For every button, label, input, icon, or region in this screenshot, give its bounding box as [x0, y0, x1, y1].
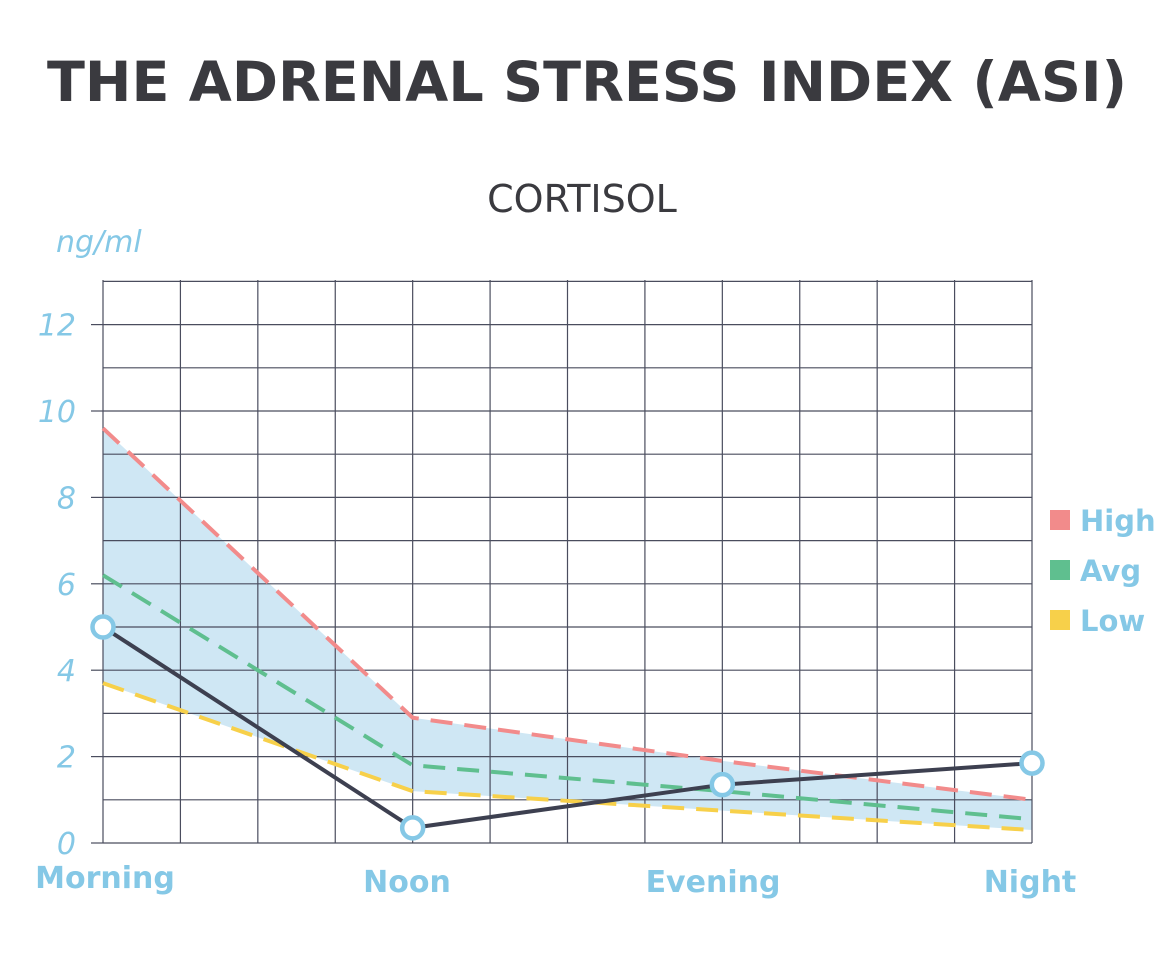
- series-line-measured: [101, 625, 1033, 830]
- legend-label-low: Low: [1080, 604, 1145, 638]
- y-tick-label: 10: [38, 395, 76, 430]
- y-tick-label: 8: [57, 481, 76, 516]
- chart-title: THE ADRENAL STRESS INDEX (ASI): [47, 50, 1127, 114]
- y-tick-label: 12: [38, 309, 76, 344]
- y-tick-label: 4: [57, 654, 76, 689]
- legend-swatch-avg: [1050, 560, 1070, 580]
- legend: High Avg Low: [1050, 504, 1156, 638]
- series-line-low: [102, 681, 1033, 833]
- data-markers: [90, 614, 1045, 841]
- series-lines: [101, 426, 1033, 833]
- y-axis-ticks: 0 2 4 6 8 10 12: [38, 309, 76, 862]
- data-point-marker: [1019, 750, 1045, 776]
- x-axis-ticks: Morning Noon Evening Night: [35, 861, 1076, 900]
- legend-swatch-high: [1050, 510, 1070, 530]
- x-tick-label-morning: Morning: [35, 861, 175, 896]
- y-axis-unit-label: ng/ml: [56, 225, 142, 260]
- legend-swatch-low: [1050, 610, 1070, 630]
- legend-label-avg: Avg: [1080, 554, 1141, 588]
- series-line-avg: [101, 573, 1033, 822]
- legend-label-high: High: [1080, 504, 1156, 538]
- y-tick-label: 2: [57, 741, 76, 776]
- series-line-high: [101, 426, 1033, 802]
- data-point-marker: [90, 614, 116, 640]
- y-tick-label: 6: [57, 568, 76, 603]
- y-tick-label: 0: [57, 827, 76, 862]
- data-point-marker: [399, 815, 426, 841]
- x-tick-label-night: Night: [984, 865, 1077, 900]
- x-tick-label-evening: Evening: [646, 865, 781, 900]
- x-tick-label-noon: Noon: [363, 865, 451, 900]
- chart-subtitle: CORTISOL: [487, 177, 677, 221]
- data-point-marker: [709, 771, 736, 798]
